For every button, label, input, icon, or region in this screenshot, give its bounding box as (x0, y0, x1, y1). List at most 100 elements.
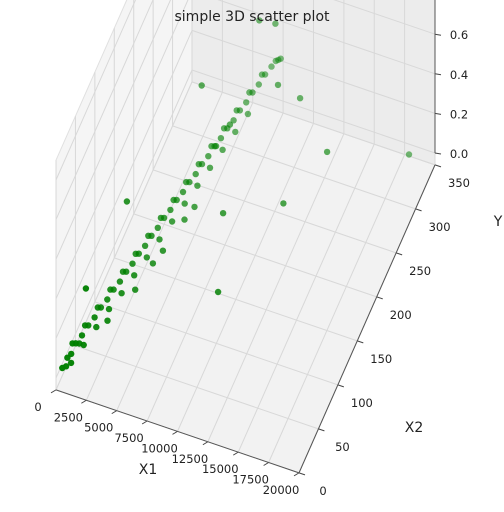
y-grid-line (133, 213, 377, 298)
scatter-point (280, 200, 287, 207)
x-tick-label: 5000 (84, 421, 113, 435)
scatter-point (167, 206, 174, 214)
y-tick-label: 50 (335, 440, 350, 454)
x-axis-line (55, 389, 300, 474)
z-grid-line (217, 0, 436, 75)
y-tick-label: 150 (370, 352, 392, 366)
x-grid-line (116, 102, 254, 411)
scatter-point (170, 196, 177, 204)
x-tick-mark (81, 399, 87, 404)
scatter-point (230, 117, 237, 124)
y-grid-line (191, 81, 436, 166)
scatter-point (168, 218, 176, 225)
scatter-point (232, 128, 239, 136)
scatter-point (64, 354, 71, 361)
y-tick-mark (434, 164, 442, 168)
scatter-point (246, 89, 253, 96)
x-grid-line (237, 143, 375, 453)
y-tick-mark (357, 340, 364, 344)
scatter-point (205, 153, 212, 160)
x-grid-line (55, 81, 193, 391)
scatter-point (233, 107, 240, 114)
x-grid-line (207, 133, 345, 442)
scatter-point (159, 247, 167, 254)
x-tick-mark (202, 441, 209, 446)
scatter-point (323, 148, 331, 156)
y-tick-label: 100 (351, 396, 373, 410)
x-tick-label: 20000 (263, 483, 300, 497)
y-tick-label: 200 (390, 308, 412, 322)
scatter-point (129, 260, 136, 267)
scatter-point (243, 99, 250, 106)
scatter-point (217, 135, 225, 142)
z-tick-mark (434, 112, 442, 115)
scatter-point (195, 161, 202, 168)
scatter-point (181, 200, 188, 207)
scatter-point (181, 216, 188, 223)
z-grid-line (55, 30, 193, 339)
z-grid-line (55, 0, 137, 181)
x-axis-label: X1 (139, 462, 158, 478)
scatter-point (145, 232, 152, 239)
y-tick-mark (337, 384, 345, 388)
z-tick-label: 0.6 (450, 28, 468, 42)
y-axis-label: X2 (405, 420, 424, 436)
scatter-point (78, 332, 86, 339)
x-grid-line (146, 112, 284, 422)
z-tick-label: 0.2 (450, 107, 468, 121)
x-tick-label: 12500 (172, 452, 209, 466)
x-tick-label: 17500 (232, 473, 269, 487)
scatter-point (67, 359, 75, 367)
x-tick-label: 0 (34, 400, 41, 414)
scatter-point (105, 305, 113, 313)
scatter-point (226, 121, 234, 128)
z-tick-mark (434, 73, 442, 76)
scatter-point (116, 278, 124, 285)
scatter-point (104, 296, 111, 303)
y-tick-mark (318, 428, 325, 432)
scatter-point (154, 224, 161, 231)
scatter-point (192, 170, 199, 178)
z-tick-label: 0.0 (450, 147, 468, 161)
x-tick-mark (111, 410, 118, 415)
z-grid-line (191, 29, 436, 114)
y-tick-label: 350 (448, 176, 470, 190)
x-tick-mark (141, 420, 148, 425)
scatter-point (82, 285, 90, 292)
y-tick-mark (415, 208, 422, 212)
scatter-point (157, 214, 165, 222)
scatter-point (179, 188, 187, 196)
scatter-point (219, 210, 227, 217)
scatter-point (220, 125, 228, 132)
y-grid-line (94, 301, 339, 386)
z-grid-line (55, 0, 189, 300)
x-tick-mark (50, 389, 57, 394)
scatter-point (191, 203, 198, 211)
scatter-point (296, 95, 304, 102)
data-points (59, 17, 413, 372)
x-grid-line (85, 92, 223, 401)
scatter-point (118, 290, 125, 297)
scatter-point (156, 236, 163, 243)
scatter-point (194, 182, 201, 189)
x-grid-line (268, 154, 406, 463)
grid-lines (55, 0, 436, 474)
scatter-point (219, 146, 226, 153)
y-axis-line (298, 164, 436, 474)
scatter-point (123, 198, 131, 205)
scatter-point (208, 143, 215, 150)
y-tick-label: 300 (429, 220, 451, 234)
z-grid-line (55, 0, 171, 260)
scatter-point (272, 20, 279, 27)
scatter-point (256, 17, 263, 24)
scatter-point (405, 151, 413, 158)
z-grid-line (55, 69, 193, 379)
scatter-point (149, 260, 157, 267)
y-tick-mark (298, 472, 306, 476)
z-tick-label: 0.8 (450, 0, 468, 3)
x-tick-label: 10000 (141, 441, 178, 455)
x-tick-label: 2500 (54, 410, 83, 424)
scatter-point (274, 81, 282, 89)
scatter-point (141, 242, 149, 249)
